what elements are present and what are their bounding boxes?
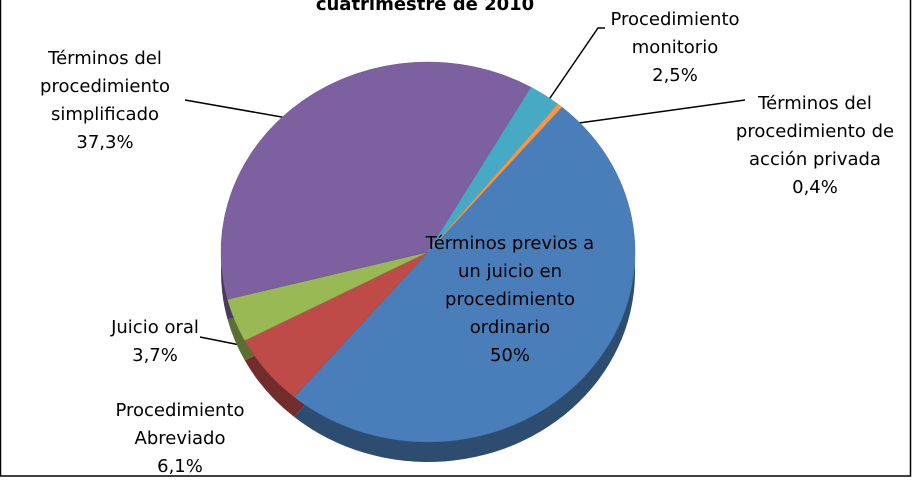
leader-line <box>549 99 746 128</box>
slice <box>220 61 532 300</box>
slice-value: 6,1% <box>157 456 203 477</box>
slice-value: 0,4% <box>792 177 838 198</box>
slice-name: Juicio oral <box>111 317 199 338</box>
slice-value: 50% <box>489 345 530 366</box>
slice <box>293 106 635 443</box>
data-label: Términos previos a un juicio en procedim… <box>425 230 595 370</box>
leader-line <box>536 27 605 118</box>
data-label: Procedimiento monitorio 2,5% <box>595 6 755 90</box>
slice-name: Términos del procedimiento simplificado <box>40 48 170 125</box>
slice-value: 37,3% <box>76 132 134 153</box>
slice-name: Términos previos a un juicio en procedim… <box>425 233 595 338</box>
data-label: Términos del procedimiento de acción pri… <box>735 90 895 202</box>
slice-name: Términos del procedimiento de acción pri… <box>735 93 895 170</box>
slice-name: Procedimiento monitorio <box>610 9 740 58</box>
data-label: Juicio oral 3,7% <box>80 314 230 370</box>
data-label: Procedimiento Abreviado 6,1% <box>90 397 270 481</box>
slice-value: 2,5% <box>652 65 698 86</box>
chart-border <box>0 0 912 477</box>
slice <box>427 103 563 253</box>
data-label: Términos del procedimiento simplificado 3… <box>15 45 195 157</box>
slice-name: Procedimiento Abreviado <box>115 400 245 449</box>
chart-title: cuatrimestre de 2010 <box>315 0 535 15</box>
leader-line <box>199 336 241 346</box>
slice-value: 3,7% <box>132 345 178 366</box>
